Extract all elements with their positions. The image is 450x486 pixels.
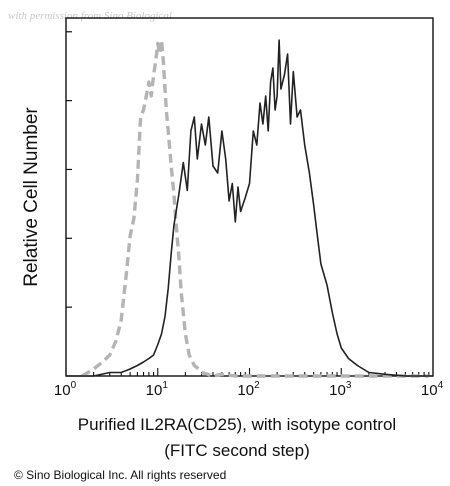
series-layer [66, 38, 433, 378]
x-tick-label: 102 [237, 380, 260, 399]
x-tick-label: 101 [146, 380, 169, 399]
x-tick-labels: 100 101 102 103 104 [54, 380, 444, 399]
x-tick-label: 104 [421, 380, 444, 399]
plot-frame [65, 17, 434, 377]
x-tick-label: 100 [54, 380, 77, 399]
y-ticks [66, 31, 72, 308]
copyright-text: © Sino Biological Inc. All rights reserv… [14, 468, 226, 482]
x-axis-title-line2: (FITC second step) [164, 441, 310, 460]
il2ra-curve [66, 39, 433, 377]
x-axis-title-line1: Purified IL2RA(CD25), with isotype contr… [78, 415, 396, 434]
x-tick-label: 103 [329, 380, 352, 399]
watermark-text: with permission from Sino Biological [8, 10, 172, 22]
y-axis-title: Relative Cell Number [21, 107, 42, 287]
isotype-control-curve [81, 38, 429, 378]
plot-area [65, 17, 434, 378]
x-ticks [65, 368, 430, 376]
